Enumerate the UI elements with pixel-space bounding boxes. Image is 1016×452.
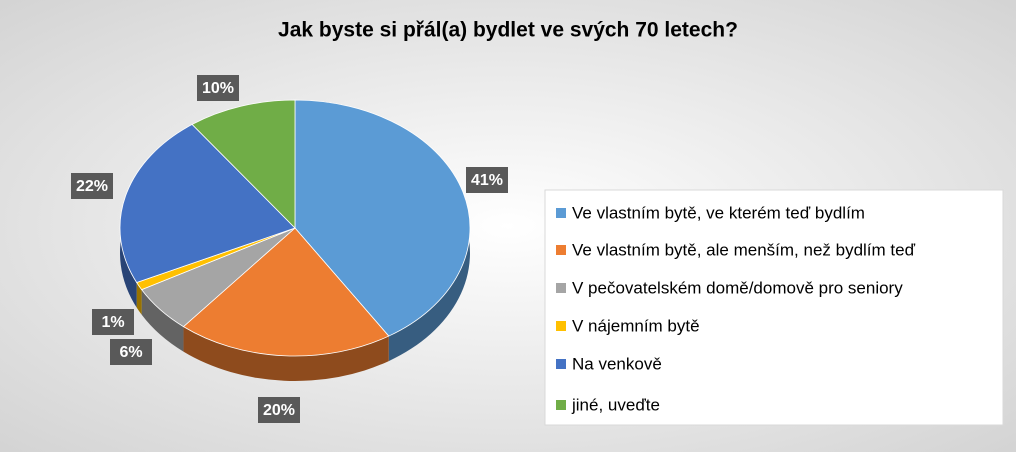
legend-swatch xyxy=(556,245,566,255)
pie-slice-side xyxy=(141,289,184,352)
legend-label: Ve vlastním bytě, ve kterém teď bydlím xyxy=(572,203,865,222)
data-label-box xyxy=(71,173,113,199)
data-label: 6% xyxy=(119,344,142,361)
pie-slice-side xyxy=(183,326,389,381)
data-label-box xyxy=(197,75,239,101)
legend-label: jiné, uveďte xyxy=(571,395,660,414)
data-label: 20% xyxy=(263,402,295,419)
legend-label: Ve vlastním bytě, ale menším, než bydlím… xyxy=(572,240,916,259)
data-label-box xyxy=(110,339,152,365)
legend-box xyxy=(544,189,1004,426)
legend-swatch xyxy=(556,400,566,410)
legend-label: Na venkově xyxy=(572,354,662,373)
data-label: 1% xyxy=(101,314,124,331)
pie-slice-side xyxy=(136,282,142,315)
pie-slice xyxy=(294,99,471,337)
legend-label: V pečovatelském domě/domově pro seniory xyxy=(572,278,903,297)
data-label: 10% xyxy=(202,80,234,97)
legend-swatch xyxy=(556,283,566,293)
data-label: 41% xyxy=(471,172,503,189)
pie-slice xyxy=(182,227,390,357)
data-label-box xyxy=(92,309,134,335)
data-label: 22% xyxy=(76,178,108,195)
data-label-box xyxy=(466,167,508,193)
legend-swatch xyxy=(556,208,566,218)
legend-swatch xyxy=(556,321,566,331)
legend-label: V nájemním bytě xyxy=(572,316,700,335)
data-label-box xyxy=(258,397,300,423)
pie-slice xyxy=(191,99,296,229)
chart-title: Jak byste si přál(a) bydlet ve svých 70 … xyxy=(278,19,738,42)
legend-swatch xyxy=(556,359,566,369)
pie-slice xyxy=(119,123,296,283)
